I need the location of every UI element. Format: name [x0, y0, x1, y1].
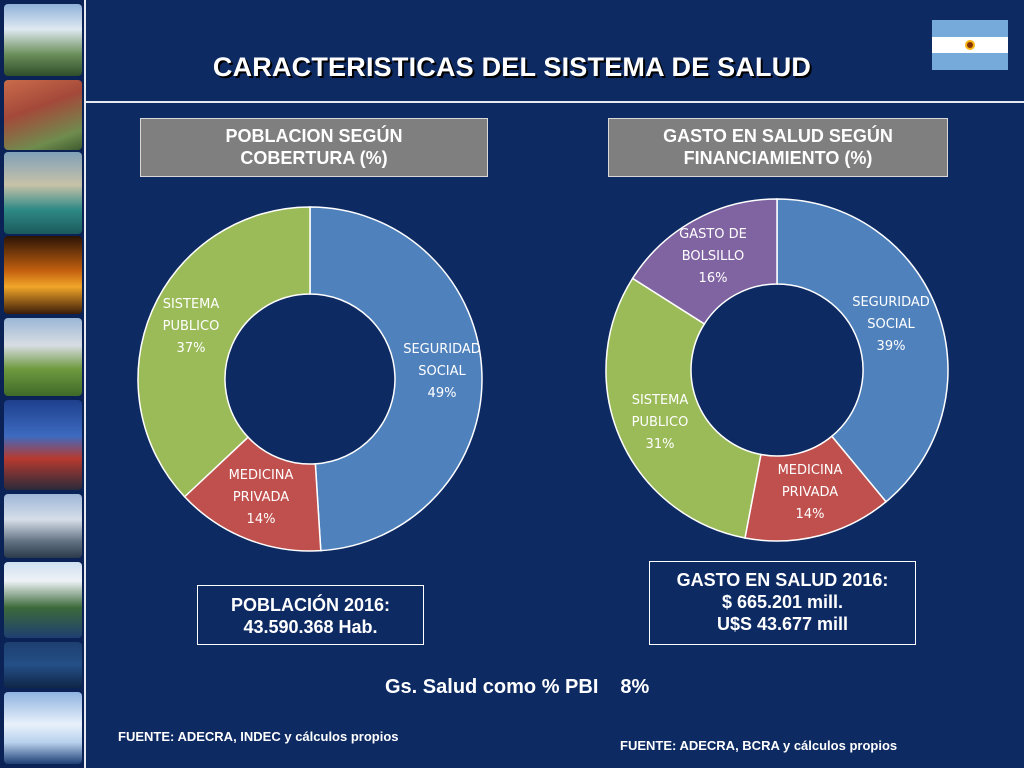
pbi-value: 8% — [620, 676, 650, 698]
city-lake-photo — [4, 152, 82, 234]
chart1-donut: SEGURIDAD SOCIAL 49% MEDICINA PRIVADA 14% SIST… — [137, 206, 483, 552]
chart2-donut: SEGURIDAD SOCIAL 39% MEDICINA PRIVADA 14% SIST… — [605, 198, 949, 542]
sunset-photo — [4, 236, 82, 314]
gasto-box: GASTO EN SALUD 2016: $ 665.201 mill. U$S… — [649, 561, 916, 645]
slide-title: CARACTERISTICAS DEL SISTEMA DE SALUD — [212, 52, 812, 82]
chart2-data-label-3: GASTO DE BOLSILLO 16% — [679, 227, 747, 286]
chart1-data-label-2: SISTEMA PUBLICO 37% — [163, 297, 220, 356]
chart1-slice-sistema-publico — [137, 206, 311, 498]
chart2-data-label-2: SISTEMA PUBLICO 31% — [632, 393, 689, 452]
wetlands-photo — [4, 318, 82, 396]
poblacion-value: 43.590.368 Hab. — [243, 617, 378, 637]
glacier-photo — [4, 692, 82, 764]
chart1-data-label-1: MEDICINA PRIVADA 14% — [229, 468, 294, 527]
chart2-slice-sistema-publico — [605, 277, 762, 539]
chart1-title-box: POBLACION SEGÚN COBERTURA (%) — [140, 118, 488, 177]
chart1-slice-seguridad-social — [309, 206, 483, 552]
poblacion-box: POBLACIÓN 2016: 43.590.368 Hab. — [197, 585, 424, 645]
chart1-title-line1: POBLACION SEGÚN — [225, 126, 403, 146]
whale-photo — [4, 642, 82, 688]
argentina-flag-icon — [932, 20, 1008, 70]
photo-strip — [0, 0, 86, 768]
source-left: FUENTE: ADECRA, INDEC y cálculos propios — [118, 729, 399, 744]
pbi-label: Gs. Salud como % PBI — [385, 676, 599, 698]
chart2-title-box: GASTO EN SALUD SEGÚN FINANCIAMIENTO (%) — [608, 118, 948, 177]
chart2-data-label-0: SEGURIDAD SOCIAL 39% — [852, 295, 930, 354]
source-right: FUENTE: ADECRA, BCRA y cálculos propios — [620, 738, 898, 753]
gasto-pesos-value: $ 665.201 mill. — [721, 592, 844, 612]
title-divider — [86, 101, 1024, 103]
chart2-slice-seguridad-social — [776, 198, 949, 503]
gasto-label: GASTO EN SALUD 2016: — [676, 570, 889, 590]
bridge-city-photo — [4, 494, 82, 558]
poblacion-label: POBLACIÓN 2016: — [230, 595, 391, 615]
chart1-title-line2: COBERTURA (%) — [240, 148, 388, 168]
waterfall-photo — [4, 4, 82, 76]
chart1-data-label-0: SEGURIDAD SOCIAL 49% — [403, 342, 481, 401]
chart2-data-label-1: MEDICINA PRIVADA 14% — [778, 463, 843, 522]
pbi-line: Gs. Salud como % PBI 8% — [385, 676, 649, 699]
chart2-slice-gasto-de-bolsillo — [631, 198, 778, 325]
gasto-usd-value: U$S 43.677 mill — [716, 614, 849, 634]
mountains-photo — [4, 80, 82, 150]
chart2-title-line2: FINANCIAMIENTO (%) — [683, 148, 873, 168]
lake-mountains-photo — [4, 562, 82, 638]
chart2-title-line1: GASTO EN SALUD SEGÚN — [663, 126, 893, 146]
obelisk-tango-photo — [4, 400, 82, 490]
